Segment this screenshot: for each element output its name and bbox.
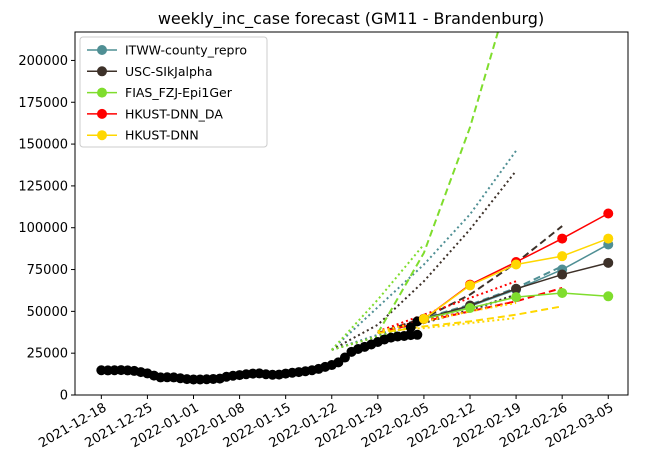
- series-3-point: [603, 208, 614, 219]
- plot-frame: [74, 31, 629, 396]
- series-4-point: [557, 251, 568, 262]
- y-tick-label: 175000: [18, 96, 68, 111]
- legend-marker: [97, 45, 107, 55]
- observed-tail-point: [405, 322, 416, 333]
- y-tick-label: 75000: [27, 263, 68, 278]
- legend: ITWW-county_repro USC-SIkJalpha FIAS_FZJ-E…: [79, 36, 268, 148]
- y-tick-label: 200000: [18, 54, 68, 69]
- series-2-lower-bound: [331, 322, 425, 351]
- y-tick-label: 100000: [18, 221, 68, 236]
- y-tick-label: 150000: [18, 138, 68, 153]
- observed-point: [339, 352, 350, 363]
- series-1-point: [557, 269, 568, 280]
- y-tick-label: 125000: [18, 179, 68, 194]
- series-4-line: [423, 237, 609, 320]
- series-4-upper-bound: [377, 302, 517, 333]
- series-1-point: [511, 283, 522, 294]
- legend-marker: [97, 87, 107, 98]
- series-1-median-forecast: [377, 225, 563, 335]
- chart-title: weekly_inc_case forecast (GM11 - Branden…: [158, 9, 544, 29]
- legend-marker: [97, 130, 107, 141]
- y-tick-label: 50000: [27, 305, 68, 320]
- series-4-median-forecast: [377, 305, 563, 335]
- legend-marker: [97, 108, 107, 119]
- series-4-point: [465, 280, 475, 291]
- series-4-point: [603, 233, 614, 244]
- series-2-point: [465, 303, 475, 314]
- legend-marker: [97, 66, 107, 77]
- series-1-upper-bound: [331, 170, 517, 351]
- series-4-lower-bound: [377, 317, 517, 333]
- x-axis: 2021-12-182021-12-252022-01-012022-01-08…: [36, 395, 616, 451]
- series-1-point: [603, 257, 614, 268]
- series-4-point: [418, 313, 429, 324]
- legend-label: FIAS_FZJ-Epi1Ger: [125, 85, 233, 100]
- legend-label: USC-SIkJalpha: [125, 64, 213, 79]
- y-tick-label: 0: [60, 389, 68, 404]
- series-4-point: [511, 259, 522, 270]
- legend-label: HKUST-DNN_DA: [125, 106, 223, 121]
- legend-label: HKUST-DNN: [125, 128, 199, 143]
- series-2-median-forecast: [376, 32, 499, 334]
- series-2-point: [557, 287, 568, 298]
- observed-point: [412, 329, 423, 340]
- legend-label: ITWW-county_repro: [125, 43, 247, 58]
- series-0-median-forecast: [377, 265, 563, 335]
- series-2-upper-bound: [331, 243, 425, 351]
- series-2-point: [603, 291, 614, 302]
- series-3-point: [557, 233, 568, 244]
- y-axis: 0 25000 50000 75000 100000 125000 150000 175000…: [18, 54, 75, 404]
- y-tick-label: 25000: [27, 347, 68, 362]
- series-2-point: [511, 292, 522, 303]
- legend-box: [79, 36, 268, 148]
- plot-area: [96, 32, 614, 385]
